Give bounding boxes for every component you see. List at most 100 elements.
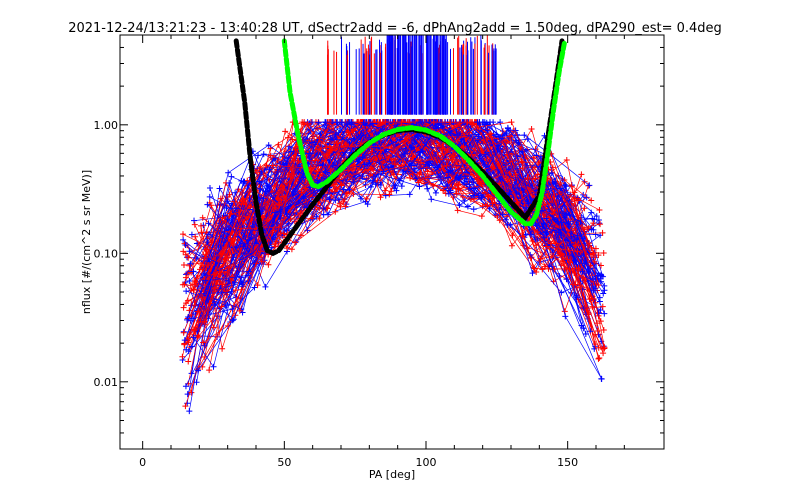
data-point-marker bbox=[199, 214, 206, 221]
data-point-marker bbox=[519, 165, 526, 172]
data-point-marker bbox=[332, 208, 339, 215]
data-point-marker bbox=[185, 358, 192, 365]
data-point-marker bbox=[191, 302, 198, 309]
data-point-marker bbox=[445, 168, 452, 175]
data-point-marker bbox=[206, 185, 213, 192]
data-point-marker bbox=[595, 355, 602, 362]
data-point-marker bbox=[600, 327, 607, 334]
data-point-marker bbox=[251, 284, 258, 291]
data-point-marker bbox=[578, 171, 585, 178]
data-point-marker bbox=[588, 226, 595, 233]
data-point-marker bbox=[453, 190, 460, 197]
data-point-marker bbox=[232, 287, 239, 294]
data-point-marker bbox=[336, 200, 343, 207]
data-point-marker bbox=[236, 307, 243, 314]
data-point-marker bbox=[597, 221, 604, 228]
data-point-marker bbox=[547, 240, 554, 247]
data-point-marker bbox=[179, 353, 186, 360]
data-point-marker bbox=[337, 203, 344, 210]
data-point-marker bbox=[596, 206, 603, 213]
data-point-marker bbox=[519, 159, 526, 166]
data-point-marker bbox=[514, 199, 521, 206]
x-tick-label: 100 bbox=[416, 456, 437, 469]
data-point-marker bbox=[543, 243, 550, 250]
x-axis-label: PA [deg] bbox=[369, 468, 415, 481]
data-point-marker bbox=[185, 339, 192, 346]
data-point-marker bbox=[499, 135, 506, 142]
data-point-marker bbox=[503, 130, 510, 137]
data-point-marker bbox=[201, 255, 208, 262]
data-point-marker bbox=[551, 208, 558, 215]
distribution-trace bbox=[209, 121, 592, 286]
data-point-marker bbox=[216, 185, 223, 192]
data-point-marker bbox=[338, 182, 345, 189]
data-point-marker bbox=[506, 191, 513, 198]
data-point-marker bbox=[385, 155, 392, 162]
data-point-marker bbox=[180, 261, 187, 268]
data-point-marker bbox=[194, 308, 201, 315]
data-point-marker bbox=[257, 164, 264, 171]
data-point-marker bbox=[594, 272, 601, 279]
data-point-marker bbox=[596, 354, 603, 361]
plot-area bbox=[179, 35, 608, 415]
data-point-marker bbox=[263, 162, 270, 169]
data-point-marker bbox=[192, 233, 199, 240]
x-tick-label: 50 bbox=[277, 456, 291, 469]
data-point-marker bbox=[528, 126, 535, 133]
data-point-marker bbox=[186, 278, 193, 285]
data-point-marker bbox=[522, 204, 529, 211]
data-point-marker bbox=[228, 237, 235, 244]
data-point-marker bbox=[601, 282, 608, 289]
data-point-marker bbox=[301, 119, 308, 126]
data-point-marker bbox=[323, 144, 330, 151]
data-point-marker bbox=[198, 222, 205, 229]
data-point-marker bbox=[283, 210, 290, 217]
data-point-marker bbox=[266, 166, 273, 173]
data-point-marker bbox=[574, 232, 581, 239]
data-point-marker bbox=[369, 120, 376, 127]
y-tick-label: 0.10 bbox=[94, 247, 119, 260]
data-point-marker bbox=[260, 151, 267, 158]
data-point-marker bbox=[478, 194, 485, 201]
data-point-marker bbox=[540, 220, 547, 227]
distribution-trace bbox=[186, 121, 600, 321]
vertical-marker-lines bbox=[327, 35, 497, 115]
data-point-marker bbox=[455, 186, 462, 193]
data-point-marker bbox=[592, 254, 599, 261]
data-point-marker bbox=[478, 213, 485, 220]
data-point-marker bbox=[187, 282, 194, 289]
data-point-marker bbox=[382, 187, 389, 194]
data-point-marker bbox=[260, 214, 267, 221]
data-point-marker bbox=[600, 290, 607, 297]
data-point-marker bbox=[185, 254, 192, 261]
data-point-marker bbox=[597, 318, 604, 325]
data-point-marker bbox=[577, 249, 584, 256]
data-point-marker bbox=[408, 162, 415, 169]
data-point-marker bbox=[470, 179, 477, 186]
data-point-marker bbox=[181, 337, 188, 344]
data-point-marker bbox=[599, 303, 606, 310]
data-point-marker bbox=[548, 170, 555, 177]
data-point-marker bbox=[486, 131, 493, 138]
data-point-marker bbox=[505, 125, 512, 132]
data-point-marker bbox=[585, 225, 592, 232]
data-point-marker bbox=[598, 271, 605, 278]
y-axis-label: nflux [#/(cm^2 s sr MeV)] bbox=[80, 170, 93, 314]
data-point-marker bbox=[216, 268, 223, 275]
data-point-marker bbox=[416, 183, 423, 190]
data-point-marker bbox=[598, 278, 605, 285]
data-point-marker bbox=[524, 175, 531, 182]
data-point-marker bbox=[563, 156, 570, 163]
data-point-marker bbox=[519, 233, 526, 240]
data-point-marker bbox=[470, 206, 477, 213]
data-point-marker bbox=[280, 161, 287, 168]
data-point-marker bbox=[541, 263, 548, 270]
data-point-marker bbox=[188, 312, 195, 319]
data-point-marker bbox=[323, 151, 330, 158]
data-point-marker bbox=[355, 156, 362, 163]
data-point-marker bbox=[388, 188, 395, 195]
data-point-marker bbox=[590, 250, 597, 257]
axes-layer: 0 50 100 150 0.01 0.10 1.00 bbox=[94, 35, 664, 469]
data-point-marker bbox=[484, 127, 491, 134]
x-tick-label: 0 bbox=[139, 456, 146, 469]
